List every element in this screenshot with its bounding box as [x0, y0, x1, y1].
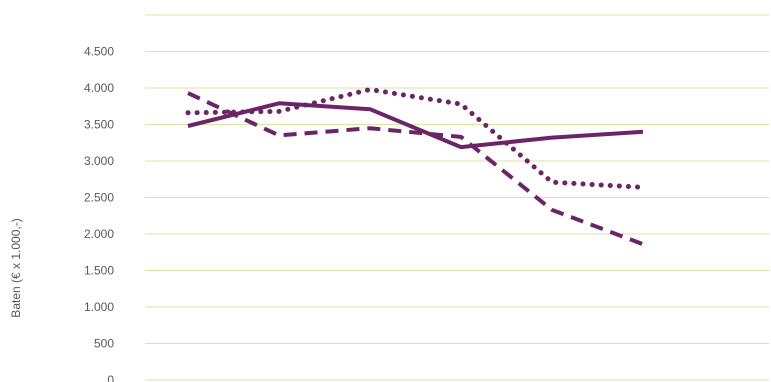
y-tick-label: 4.000	[84, 81, 114, 95]
y-tick-labels: 0 500 1.000 1.500 2.000 2.500 3.000 3.500 4.000 4…	[84, 45, 114, 382]
series-line-dashed	[187, 91, 644, 247]
y-tick-label: 1.500	[84, 264, 114, 278]
y-axis-title: Baten (€ x 1.000,-)	[9, 218, 23, 317]
y-tick-label: 0	[107, 373, 114, 382]
gridlines	[145, 14, 769, 381]
series-lines	[185, 87, 646, 247]
y-tick-label: 3.500	[84, 118, 114, 132]
y-tick-label: 500	[94, 337, 114, 351]
y-tick-label: 1.000	[84, 300, 114, 314]
series-line-dotted	[185, 87, 646, 190]
y-tick-label: 2.500	[84, 191, 114, 205]
y-tick-label: 3.000	[84, 154, 114, 168]
y-tick-label: 2.000	[84, 227, 114, 241]
y-tick-label: 4.500	[84, 45, 114, 59]
series-line-solid	[187, 101, 644, 150]
